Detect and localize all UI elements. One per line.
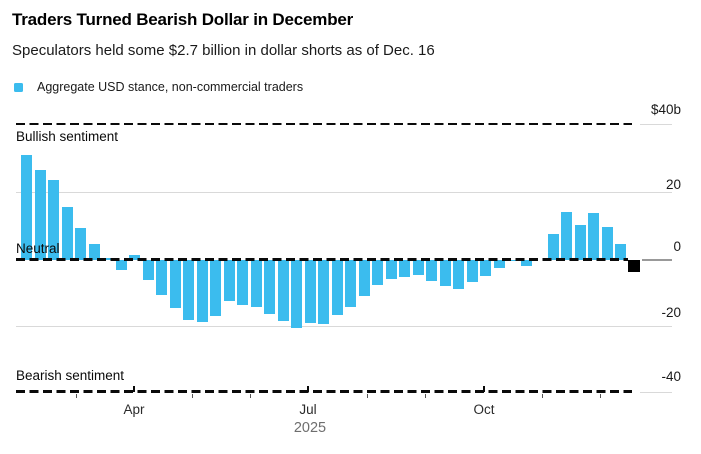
usd-stance-bar bbox=[156, 259, 167, 295]
annotation-bullish-sentiment: Bullish sentiment bbox=[16, 129, 119, 144]
usd-stance-bar bbox=[61, 207, 73, 260]
x-tick-apr bbox=[133, 385, 135, 392]
usd-stance-bar bbox=[210, 259, 221, 317]
usd-stance-bar bbox=[426, 259, 437, 281]
legend-label: Aggregate USD stance, non-commercial tra… bbox=[37, 80, 304, 94]
x-minor-tick bbox=[425, 393, 427, 398]
usd-stance-bar bbox=[237, 259, 248, 306]
usd-stance-bar bbox=[34, 170, 46, 260]
usd-stance-bar bbox=[196, 259, 208, 323]
chart-title: Traders Turned Bearish Dollar in Decembe… bbox=[12, 10, 354, 29]
usd-stance-bar bbox=[75, 227, 86, 260]
usd-stance-bar bbox=[277, 259, 289, 322]
usd-stance-bar bbox=[453, 259, 464, 290]
usd-stance-bar bbox=[493, 259, 505, 269]
y-axis-label-40b: $40b bbox=[650, 102, 681, 117]
usd-stance-bar bbox=[48, 180, 59, 260]
usd-stance-bar bbox=[129, 254, 140, 260]
usd-stance-bar bbox=[520, 259, 532, 267]
usd-stance-bar bbox=[372, 259, 383, 285]
usd-stance-bar bbox=[142, 259, 154, 280]
x-minor-tick bbox=[542, 393, 544, 398]
usd-stance-bar bbox=[318, 259, 329, 324]
usd-stance-bar bbox=[574, 224, 586, 260]
x-minor-tick bbox=[192, 393, 194, 398]
dashed-line-minus40 bbox=[16, 390, 632, 393]
y-axis-label-neg40: -40 bbox=[661, 369, 681, 384]
x-tick-jul bbox=[307, 385, 309, 392]
gridline-minus20 bbox=[16, 326, 672, 327]
x-axis-year-label: 2025 bbox=[293, 420, 327, 436]
usd-stance-bar bbox=[439, 259, 451, 286]
usd-stance-bar bbox=[345, 259, 356, 307]
usd-stance-bar bbox=[399, 259, 410, 278]
zero-axis-right-segment bbox=[642, 258, 672, 261]
y-axis-label-neg20: -20 bbox=[661, 305, 681, 320]
x-minor-tick bbox=[366, 393, 368, 398]
usd-stance-bar bbox=[601, 226, 613, 260]
gridline-plus20 bbox=[16, 191, 672, 193]
x-axis-label-oct: Oct bbox=[473, 402, 495, 417]
usd-stance-bar bbox=[358, 259, 370, 296]
latest-value-marker bbox=[628, 260, 640, 273]
usd-stance-bar bbox=[250, 259, 262, 307]
x-minor-tick bbox=[75, 393, 77, 398]
dashed-line-zero bbox=[16, 258, 628, 261]
usd-stance-bar bbox=[88, 244, 100, 260]
usd-stance-bar bbox=[466, 259, 478, 282]
x-axis-label-jul: Jul bbox=[299, 402, 317, 417]
usd-stance-bar bbox=[480, 259, 491, 277]
usd-stance-bar bbox=[615, 244, 626, 260]
x-axis-label-apr: Apr bbox=[123, 402, 145, 417]
usd-stance-bar bbox=[21, 155, 32, 260]
gridline-seg-minus40 bbox=[640, 391, 672, 393]
usd-stance-bar bbox=[385, 259, 397, 280]
usd-stance-bar bbox=[291, 259, 302, 328]
y-axis-label-0: 0 bbox=[673, 239, 681, 254]
usd-stance-bar bbox=[183, 259, 194, 320]
x-minor-tick bbox=[250, 393, 252, 398]
y-axis-label-20: 20 bbox=[665, 177, 681, 192]
gridline-seg-plus40 bbox=[640, 124, 672, 125]
usd-stance-bar bbox=[115, 259, 127, 270]
usd-stance-bar bbox=[547, 234, 559, 260]
usd-stance-bar bbox=[223, 259, 235, 302]
usd-stance-bar bbox=[588, 213, 599, 260]
x-minor-tick bbox=[600, 393, 602, 398]
usd-stance-bar bbox=[412, 259, 424, 275]
annotation-bearish-sentiment: Bearish sentiment bbox=[16, 368, 125, 383]
annotation-neutral: Neutral bbox=[16, 240, 60, 256]
dashed-line-plus40 bbox=[16, 122, 632, 126]
usd-stance-bar bbox=[304, 259, 316, 323]
usd-stance-bar bbox=[264, 259, 275, 314]
chart-subtitle: Speculators held some $2.7 billion in do… bbox=[12, 42, 435, 59]
usd-stance-bar bbox=[331, 259, 343, 316]
legend-swatch-icon bbox=[14, 83, 23, 92]
usd-stance-bar bbox=[561, 211, 572, 260]
x-tick-oct bbox=[483, 385, 485, 392]
usd-stance-bar bbox=[169, 259, 181, 309]
